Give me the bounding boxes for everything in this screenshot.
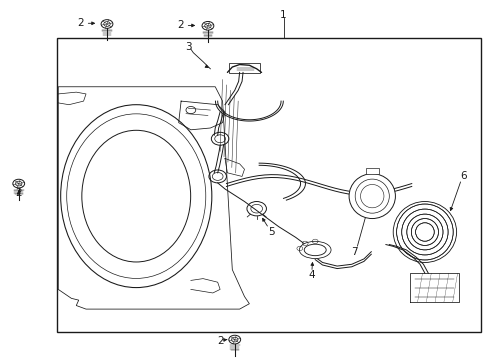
FancyBboxPatch shape — [365, 168, 378, 174]
Text: 7: 7 — [351, 247, 357, 257]
Text: 2: 2 — [216, 336, 223, 346]
Ellipse shape — [299, 241, 330, 258]
Ellipse shape — [61, 105, 211, 288]
Text: 2: 2 — [177, 20, 183, 30]
Text: 2: 2 — [77, 18, 83, 28]
Text: 2: 2 — [16, 188, 22, 198]
Ellipse shape — [360, 184, 383, 208]
Ellipse shape — [304, 244, 325, 256]
Text: 1: 1 — [280, 10, 286, 20]
Ellipse shape — [66, 114, 205, 278]
Text: 6: 6 — [460, 171, 466, 181]
Ellipse shape — [81, 130, 190, 262]
Text: 3: 3 — [185, 42, 191, 51]
Ellipse shape — [392, 202, 456, 262]
Polygon shape — [58, 87, 249, 309]
Text: 5: 5 — [268, 227, 275, 237]
Ellipse shape — [354, 179, 388, 213]
Ellipse shape — [348, 174, 395, 219]
Bar — [57, 39, 480, 332]
Text: 4: 4 — [308, 270, 314, 280]
FancyBboxPatch shape — [228, 63, 260, 73]
